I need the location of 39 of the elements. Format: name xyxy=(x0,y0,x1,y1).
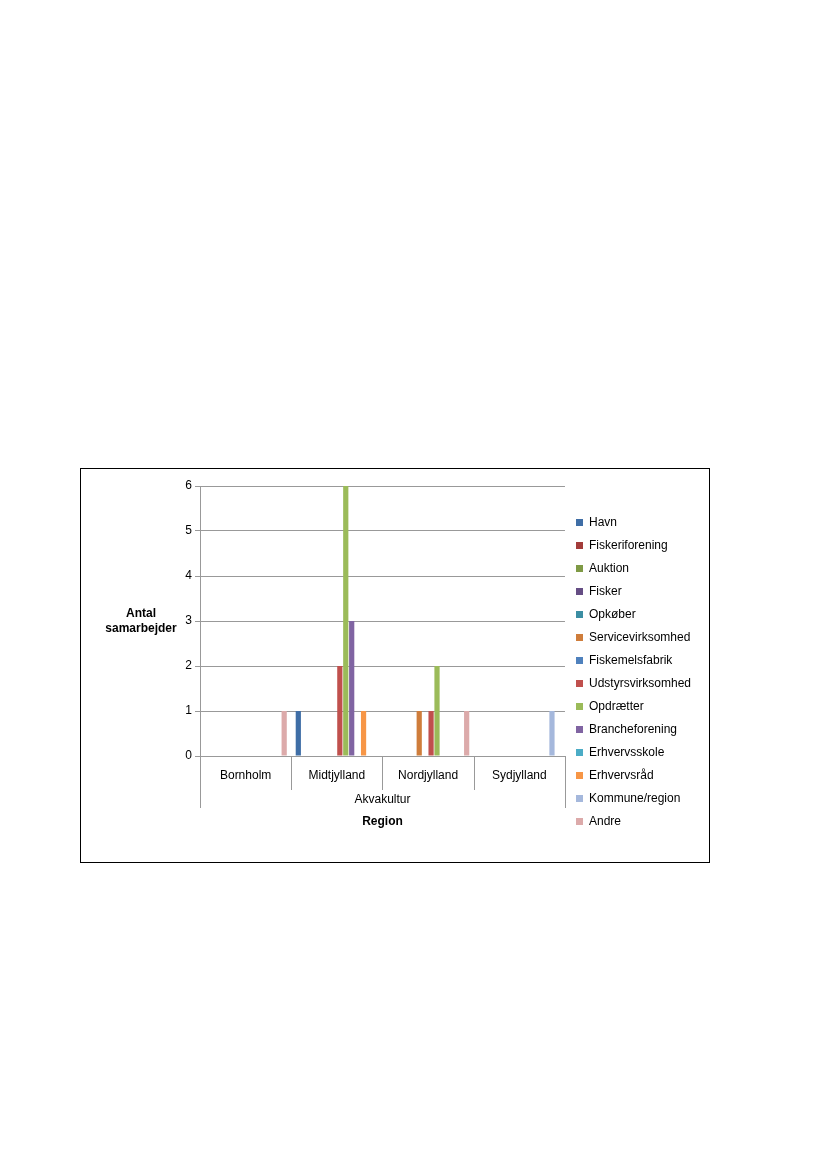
legend-label: Fiskemelsfabrik xyxy=(588,652,674,667)
bar xyxy=(349,621,355,756)
legend-label: Servicevirksomhed xyxy=(588,629,691,644)
bar xyxy=(295,711,301,756)
bar xyxy=(337,666,343,756)
bar xyxy=(549,711,555,756)
legend-label: Fisker xyxy=(588,583,622,598)
y-tick-label: 2 xyxy=(185,658,193,673)
y-tick-label: 1 xyxy=(185,703,193,718)
bar xyxy=(281,711,287,756)
legend-label: Erhvervsråd xyxy=(588,767,654,782)
y-axis-title: Antal samarbejder xyxy=(105,606,178,636)
legend-label: Opdrætter xyxy=(588,698,644,713)
legend-label: Brancheforening xyxy=(588,721,678,736)
legend-label: Auktion xyxy=(588,560,630,575)
legend-label: Havn xyxy=(588,514,617,529)
text: Akvakultur xyxy=(354,792,411,807)
x-tick-label: Midtjylland xyxy=(308,767,366,782)
x-tick-label: Nordjylland xyxy=(398,767,459,782)
y-tick-label: 4 xyxy=(185,568,193,583)
legend-label: Kommune/region xyxy=(588,790,681,805)
y-tick-label: 3 xyxy=(185,613,193,628)
y-tick-label: 6 xyxy=(185,478,193,493)
legend-label: Opkøber xyxy=(588,606,636,621)
legend-label: Fiskeriforening xyxy=(588,537,668,552)
legend-label: Erhvervsskole xyxy=(588,744,665,759)
legend-label: Udstyrsvirksomhed xyxy=(588,675,692,690)
bar xyxy=(343,486,349,756)
x-tick-label: Bornholm xyxy=(219,767,272,782)
bar xyxy=(428,711,434,756)
bar xyxy=(360,711,367,756)
bar xyxy=(416,711,422,756)
x-tick-label: Sydjylland xyxy=(492,767,547,782)
y-tick-label: 0 xyxy=(185,748,193,763)
y-tick-label: 5 xyxy=(185,523,193,538)
bar xyxy=(464,711,470,756)
legend-label: Andre xyxy=(588,813,622,828)
bar xyxy=(434,666,440,756)
x-axis-title: Region xyxy=(362,814,403,829)
